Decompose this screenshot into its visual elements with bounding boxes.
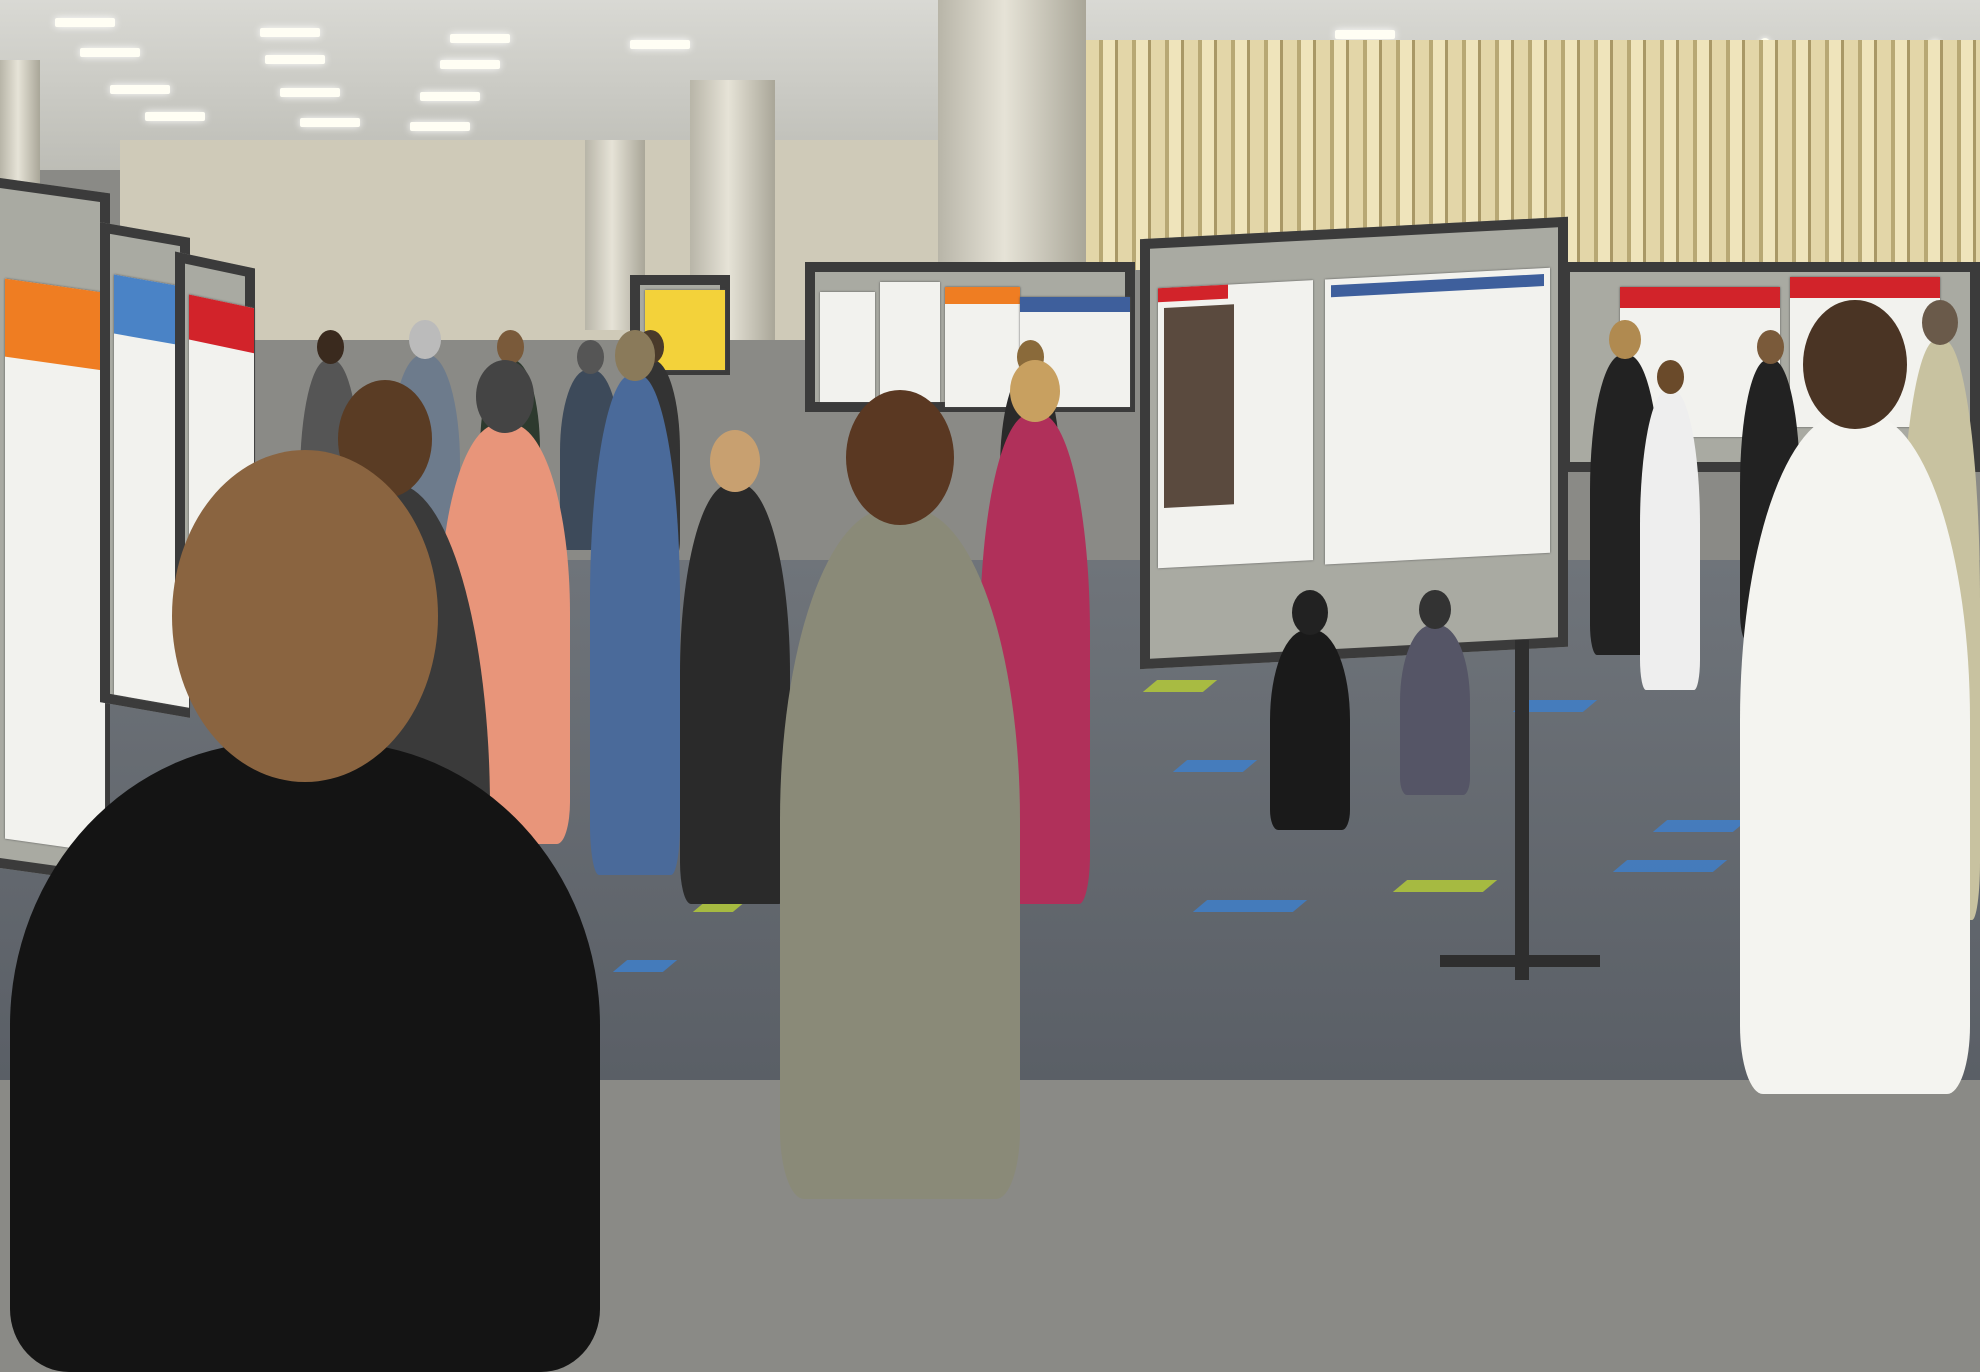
ceiling-light: [410, 122, 470, 131]
person-head: [1292, 590, 1328, 635]
person-body: [1740, 413, 1970, 1094]
poster-board-left: [0, 176, 110, 884]
person-head: [1419, 590, 1451, 630]
ceiling-light: [55, 18, 115, 27]
ceiling-light: [265, 55, 325, 64]
poster: [880, 282, 940, 402]
person-head: [710, 430, 760, 492]
carpet-stripe: [1652, 820, 1748, 832]
person-head: [576, 340, 604, 374]
person-body: [1400, 624, 1470, 795]
person-head: [172, 450, 438, 782]
person-head: [1010, 360, 1060, 422]
poster: [945, 287, 1020, 407]
ceiling-light: [630, 40, 690, 49]
ceiling-light: [110, 85, 170, 94]
poster: [5, 278, 105, 853]
person-head: [475, 360, 535, 434]
poster: [1158, 280, 1313, 569]
person-head: [1922, 300, 1958, 345]
person-head: [614, 330, 656, 381]
column: [0, 60, 40, 190]
poster-board: [805, 262, 1135, 412]
ceiling-light: [80, 48, 140, 57]
poster: [820, 292, 875, 402]
person-body: [1270, 629, 1350, 830]
person-body: [680, 484, 790, 905]
person-head: [316, 330, 344, 364]
board-stand-leg: [1515, 640, 1529, 980]
carpet-stripe: [1612, 860, 1728, 872]
person-head: [1756, 330, 1784, 364]
carpet-stripe: [1192, 900, 1308, 912]
person-head: [496, 330, 524, 364]
carpet-stripe: [1172, 760, 1258, 772]
ceiling-light: [440, 60, 500, 69]
poster-board-center: [1140, 216, 1568, 670]
poster: [1325, 267, 1550, 565]
column: [938, 0, 1086, 270]
person-head: [1803, 300, 1907, 430]
ceiling-light: [1335, 30, 1395, 39]
person-body: [10, 742, 600, 1372]
ceiling-light: [280, 88, 340, 97]
person-head: [1609, 320, 1641, 360]
person-body: [780, 508, 1020, 1199]
board-stand-foot: [1440, 955, 1600, 967]
ceiling-light: [420, 92, 480, 101]
person-head: [1656, 360, 1684, 394]
person-body: [590, 374, 680, 875]
person-head: [846, 390, 954, 525]
person-body: [1640, 389, 1700, 690]
person-head: [409, 320, 441, 360]
ceiling-light: [300, 118, 360, 127]
ceiling-light: [260, 28, 320, 37]
carpet-stripe: [1392, 880, 1498, 892]
ceiling-light: [145, 112, 205, 121]
ceiling-light: [450, 34, 510, 43]
